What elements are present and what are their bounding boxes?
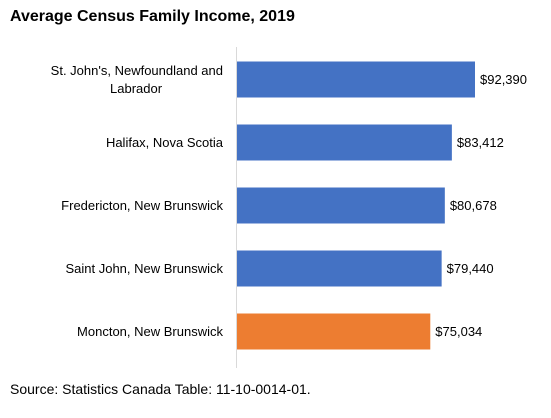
category-label-saint-john-new-brunswick: Saint John, New Brunswick <box>65 261 223 276</box>
bars-group: $92,390 St. John's, Newfoundland and Labra… <box>51 61 527 350</box>
bar-saint-john-new-brunswick <box>237 250 442 287</box>
bar-st-john-s-newfoundland-and-labrador <box>237 61 475 98</box>
category-label-st-john-s-newfoundland-and-labrador: St. John's, Newfoundland and Labrador <box>51 63 223 96</box>
bar-halifax-nova-scotia <box>237 124 452 161</box>
chart-title: Average Census Family Income, 2019 <box>10 8 295 25</box>
data-label-saint-john-new-brunswick: $79,440 <box>447 261 494 276</box>
category-label-fredericton-new-brunswick: Fredericton, New Brunswick <box>61 198 223 213</box>
category-label-moncton-new-brunswick: Moncton, New Brunswick <box>77 324 223 339</box>
data-label-moncton-new-brunswick: $75,034 <box>435 324 482 339</box>
source-note: Source: Statistics Canada Table: 11-10-0… <box>10 381 311 397</box>
bar-moncton-new-brunswick <box>237 313 431 350</box>
bar-fredericton-new-brunswick <box>237 187 445 224</box>
data-label-fredericton-new-brunswick: $80,678 <box>450 198 497 213</box>
data-label-st-john-s-newfoundland-and-labrador: $92,390 <box>480 72 527 87</box>
category-label-halifax-nova-scotia: Halifax, Nova Scotia <box>106 135 224 150</box>
data-label-halifax-nova-scotia: $83,412 <box>457 135 504 150</box>
